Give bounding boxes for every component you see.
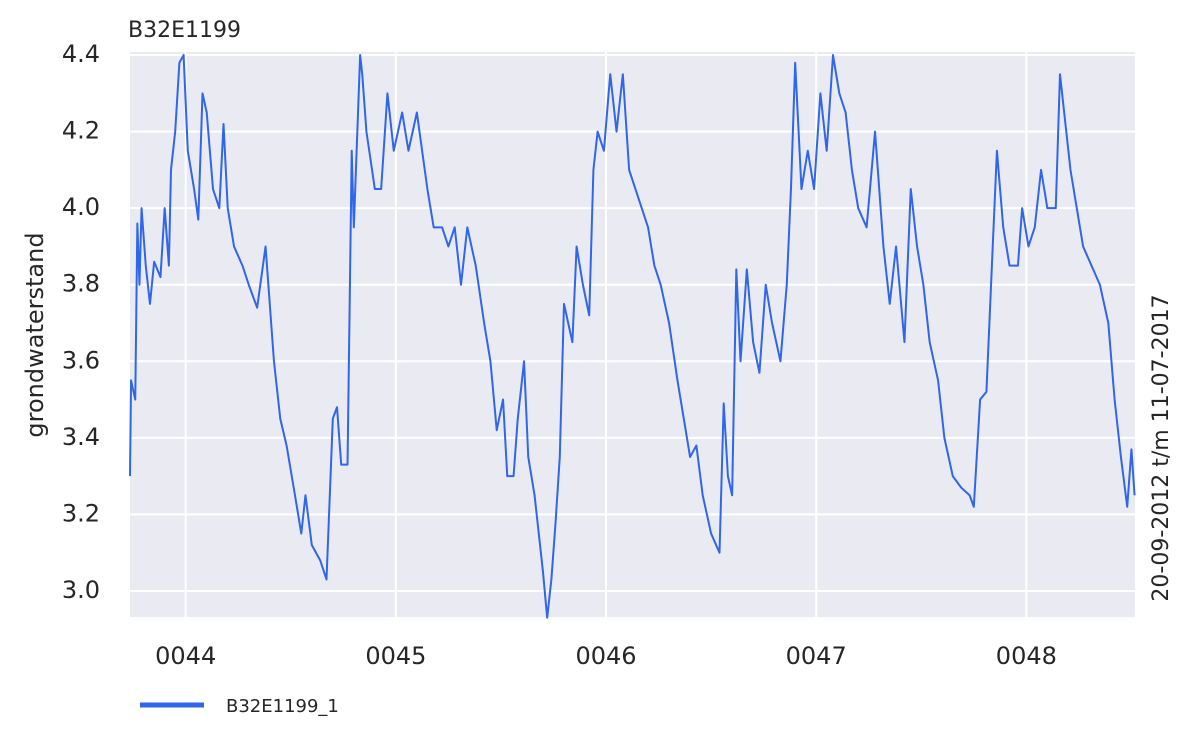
- chart-title: B32E1199: [128, 18, 241, 43]
- side-label: 20-09-2012 t/m 11-07-2017: [1149, 294, 1174, 601]
- y-tick-label: 3.0: [62, 576, 100, 604]
- data-line: [129, 54, 1136, 619]
- y-axis-label: grondwaterstand: [21, 232, 49, 437]
- legend-label: B32E1199_1: [226, 696, 339, 717]
- y-tick-label: 4.0: [62, 193, 100, 221]
- y-tick-label: 3.2: [62, 499, 100, 527]
- x-tick-label: 0048: [996, 642, 1057, 670]
- y-tick-label: 4.2: [62, 117, 100, 145]
- plot-area: [130, 52, 1135, 617]
- x-tick-label: 0047: [786, 642, 847, 670]
- y-tick-label: 4.4: [62, 40, 100, 68]
- y-tick-label: 3.6: [62, 346, 100, 374]
- y-tick-label: 3.4: [62, 423, 100, 451]
- x-tick-label: 0046: [575, 642, 636, 670]
- x-tick-label: 0045: [365, 642, 426, 670]
- x-tick-label: 0044: [155, 642, 216, 670]
- y-tick-label: 3.8: [62, 270, 100, 298]
